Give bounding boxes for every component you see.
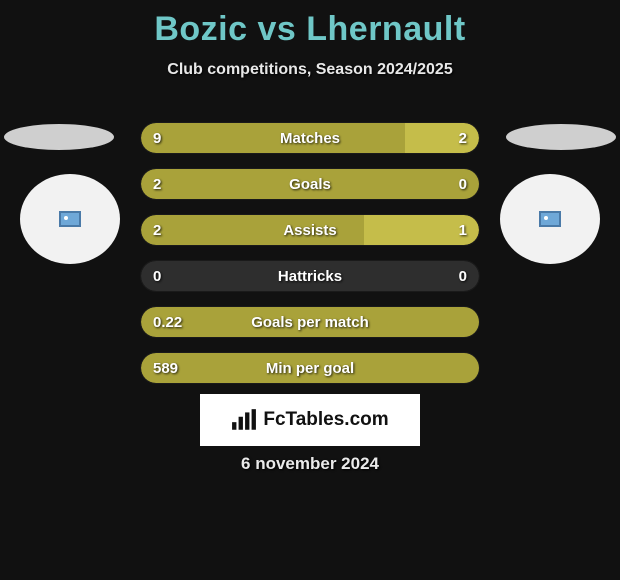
stat-row: Goals per match0.22	[140, 306, 480, 338]
date-label: 6 november 2024	[0, 454, 620, 474]
stat-row: Min per goal589	[140, 352, 480, 384]
player2-name: Lhernault	[306, 10, 465, 48]
subtitle: Club competitions, Season 2024/2025	[0, 61, 620, 79]
stat-row: Hattricks0 0	[140, 260, 480, 292]
brand-badge: FcTables.com	[200, 394, 420, 446]
stat-right-value: 2	[459, 123, 467, 154]
image-placeholder-icon	[59, 211, 81, 227]
stat-right-value: 0	[459, 169, 467, 200]
stat-left-value: 2	[153, 169, 161, 200]
player1-avatar	[20, 174, 120, 264]
vs-label: vs	[257, 10, 296, 48]
stat-label: Goals per match	[141, 307, 479, 338]
left-ellipse-decor	[4, 124, 114, 150]
stat-left-value: 2	[153, 215, 161, 246]
image-placeholder-icon	[539, 211, 561, 227]
stat-left-value: 589	[153, 353, 178, 384]
stat-label: Assists	[141, 215, 479, 246]
stat-left-value: 9	[153, 123, 161, 154]
stat-row: Goals2 0	[140, 168, 480, 200]
stat-right-value: 0	[459, 261, 467, 292]
bars-icon	[231, 409, 257, 431]
brand-text: FcTables.com	[263, 409, 388, 431]
stat-label: Matches	[141, 123, 479, 154]
stat-label: Goals	[141, 169, 479, 200]
stats-container: Matches92Goals20Assists21Hattricks00Goal…	[140, 122, 480, 398]
player1-name: Bozic	[154, 10, 247, 48]
right-ellipse-decor	[506, 124, 616, 150]
stat-row: Matches9 2	[140, 122, 480, 154]
stat-label: Min per goal	[141, 353, 479, 384]
comparison-title: Bozic vs Lhernault	[0, 0, 620, 49]
stat-right-value: 1	[459, 215, 467, 246]
stat-label: Hattricks	[141, 261, 479, 292]
player2-avatar	[500, 174, 600, 264]
stat-left-value: 0.22	[153, 307, 182, 338]
stat-row: Assists2 1	[140, 214, 480, 246]
stat-left-value: 0	[153, 261, 161, 292]
